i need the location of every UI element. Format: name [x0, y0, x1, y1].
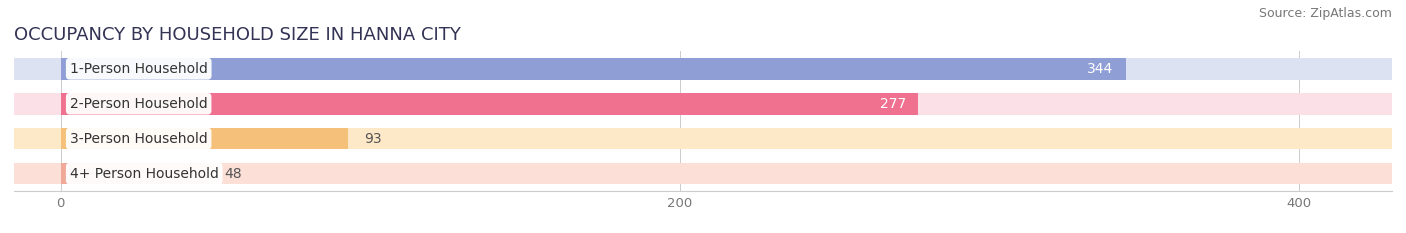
Text: 1-Person Household: 1-Person Household — [70, 62, 208, 76]
Bar — [14, 93, 1392, 115]
Bar — [14, 128, 1392, 150]
Text: Source: ZipAtlas.com: Source: ZipAtlas.com — [1258, 7, 1392, 20]
Text: 93: 93 — [364, 132, 381, 146]
Text: 2-Person Household: 2-Person Household — [70, 97, 208, 111]
Bar — [14, 58, 1392, 80]
Bar — [60, 58, 1126, 80]
Bar — [60, 163, 209, 185]
Text: 277: 277 — [880, 97, 905, 111]
Text: 3-Person Household: 3-Person Household — [70, 132, 208, 146]
Bar — [14, 163, 1392, 185]
Bar — [60, 93, 918, 115]
Text: OCCUPANCY BY HOUSEHOLD SIZE IN HANNA CITY: OCCUPANCY BY HOUSEHOLD SIZE IN HANNA CIT… — [14, 26, 461, 44]
Text: 4+ Person Household: 4+ Person Household — [70, 167, 219, 181]
Bar — [60, 128, 349, 150]
Text: 48: 48 — [225, 167, 242, 181]
Text: 344: 344 — [1087, 62, 1114, 76]
